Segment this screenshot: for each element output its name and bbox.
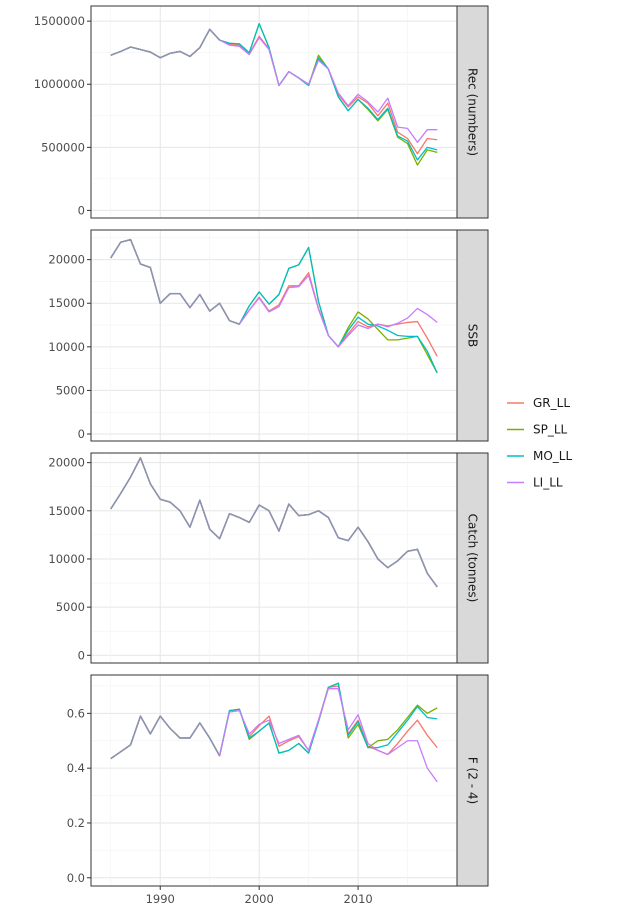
y-tick-label: 20000	[48, 253, 85, 267]
y-tick-label: 0.2	[67, 816, 85, 830]
facet-strip-label: F (2 - 4)	[466, 757, 480, 804]
y-tick-label: 1500000	[34, 14, 85, 28]
x-tick-label: 2000	[245, 892, 274, 906]
chart-panels: Rec (numbers) 0 500000 1000000 1500000 SSB 0 50…	[34, 5, 489, 887]
facet-strip	[456, 674, 489, 887]
y-tick-label: 10000	[48, 552, 85, 566]
y-tick-label: 500000	[41, 140, 85, 154]
y-tick-label: 0.6	[67, 706, 85, 720]
x-tick-label: 2010	[343, 892, 372, 906]
legend: GR_LL SP_LL MO_LL LI_LL	[507, 396, 572, 490]
y-tick-label: 5000	[56, 383, 85, 397]
panel-background	[91, 453, 457, 663]
panel-3: Catch (tonnes) 0 5000 10000 15000 20000	[48, 452, 489, 664]
facet-strip-label: SSB	[466, 324, 480, 347]
y-tick-label: 20000	[48, 456, 85, 470]
facet-strip	[456, 229, 489, 442]
panel-1: Rec (numbers) 0 500000 1000000 1500000	[34, 5, 489, 219]
panel-background	[91, 6, 457, 218]
legend-label: MO_LL	[533, 449, 572, 463]
series-line-overlap	[110, 238, 240, 325]
y-tick-label: 0	[78, 648, 85, 662]
legend-label: SP_LL	[533, 423, 568, 437]
y-tick-label: 0.4	[67, 761, 85, 775]
y-tick-label: 15000	[48, 296, 85, 310]
series-line-overlap	[110, 28, 221, 59]
panel-4: F (2 - 4) 0.0 0.2 0.4 0.6	[67, 674, 489, 887]
x-tick-label: 1990	[146, 892, 175, 906]
y-tick-label: 0.0	[67, 871, 85, 885]
y-tick-label: 0	[78, 427, 85, 441]
panel-2: SSB 0 5000 10000 15000 20000	[48, 229, 489, 442]
facet-strip	[456, 452, 489, 664]
legend-label: LI_LL	[533, 476, 563, 490]
y-tick-label: 10000	[48, 340, 85, 354]
x-axis: 1990 2000 2010	[146, 886, 373, 906]
facet-strip	[456, 5, 489, 219]
y-tick-label: 15000	[48, 504, 85, 518]
series-line-overlap	[110, 457, 438, 588]
legend-label: GR_LL	[533, 396, 570, 410]
y-tick-label: 0	[78, 203, 85, 217]
panel-background	[91, 675, 457, 886]
y-tick-label: 5000	[56, 600, 85, 614]
facet-strip-label: Catch (tonnes)	[466, 514, 480, 603]
series-line-overlap	[110, 715, 221, 760]
y-tick-label: 1000000	[34, 77, 85, 91]
panel-background	[91, 230, 457, 441]
facet-strip-label: Rec (numbers)	[466, 68, 480, 156]
